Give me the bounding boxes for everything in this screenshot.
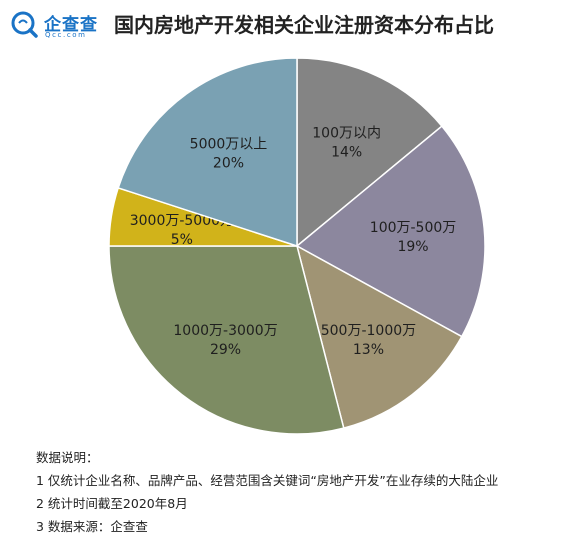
slice-label-4: 1000万-3000万 <box>173 323 277 339</box>
header: 企查查 Qcc.com 国内房地产开发相关企业注册资本分布占比 <box>0 0 580 48</box>
slice-label-6: 5000万以上 <box>190 137 268 153</box>
note-line-3: 3 数据来源：企查查 <box>36 519 148 534</box>
pie-chart-area: 100万以内 14% 100万-500万 19% 500万-1000万 13% 1000万-… <box>0 48 580 444</box>
slice-label-1: 100万以内 <box>312 126 381 142</box>
slice-label-3: 500万-1000万 <box>321 323 416 339</box>
slice-percent-5: 5% <box>171 232 193 248</box>
slice-percent-3: 13% <box>353 342 384 358</box>
chart-title: 国内房地产开发相关企业注册资本分布占比 <box>114 13 494 37</box>
logo-url: Qcc.com <box>45 31 87 39</box>
logo: 企查查 Qcc.com <box>10 9 105 43</box>
pie-slice-6 <box>117 57 298 248</box>
logo-name: 企查查 <box>44 15 98 35</box>
slice-percent-2: 19% <box>397 239 428 255</box>
qcc-logo-icon <box>11 11 38 38</box>
slice-percent-4: 29% <box>210 342 241 358</box>
data-notes: 数据说明： 1 仅统计企业名称、品牌产品、经营范围含关键词“房地产开发”在业存续… <box>36 446 576 538</box>
slice-percent-6: 20% <box>213 156 244 172</box>
note-line-2: 2 统计时间截至2020年8月 <box>36 496 188 511</box>
pie-slice-3 <box>295 244 463 430</box>
slice-label-2: 100万-500万 <box>370 220 457 236</box>
pie-slice-1 <box>296 57 443 248</box>
note-line-1: 1 仅统计企业名称、品牌产品、经营范围含关键词“房地产开发”在业存续的大陆企业 <box>36 473 499 488</box>
slice-percent-1: 14% <box>331 145 362 161</box>
pie-chart: 100万以内 14% 100万-500万 19% 500万-1000万 13% 1000万-… <box>108 57 486 435</box>
pie-slice-2 <box>295 125 486 338</box>
pie-slice-4 <box>108 245 345 435</box>
notes-heading: 数据说明： <box>36 450 99 465</box>
